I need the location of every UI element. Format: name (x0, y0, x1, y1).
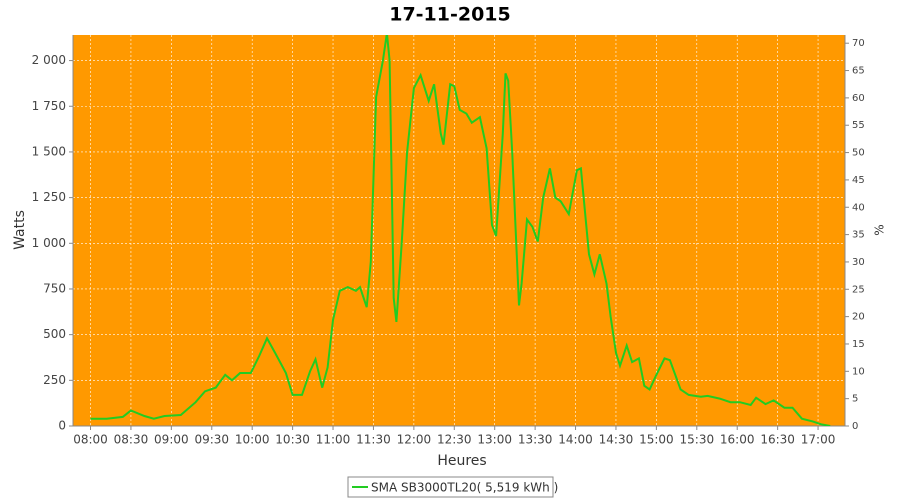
x-tick-label: 16:30 (760, 433, 795, 447)
x-tick-label: 14:00 (558, 433, 593, 447)
y2-tick-label: 70 (852, 38, 865, 49)
y2-tick-label: 30 (852, 257, 865, 268)
chart-title: 17-11-2015 (389, 4, 511, 26)
x-tick-label: 16:00 (720, 433, 755, 447)
y2-tick-label: 55 (852, 120, 865, 131)
y2-tick-label: 40 (852, 202, 865, 213)
y2-tick-label: 15 (852, 339, 865, 350)
y2-axis-label: % (873, 224, 887, 235)
y2-tick-label: 0 (852, 421, 858, 432)
x-tick-label: 11:00 (316, 433, 351, 447)
y2-tick-label: 45 (852, 175, 865, 186)
x-tick-label: 09:00 (154, 433, 189, 447)
x-tick-label: 14:30 (599, 433, 634, 447)
x-tick-label: 11:30 (356, 433, 391, 447)
x-tick-label: 08:00 (73, 433, 108, 447)
y-tick-label: 0 (58, 419, 66, 433)
x-tick-label: 17:00 (801, 433, 836, 447)
y-tick-label: 2 000 (32, 53, 66, 67)
x-axis-label: Heures (437, 453, 486, 469)
y2-tick-label: 5 (852, 394, 858, 405)
y-tick-label: 250 (43, 373, 66, 387)
x-tick-label: 10:30 (275, 433, 310, 447)
plot-area (73, 35, 845, 426)
y-tick-label: 1 250 (32, 190, 66, 204)
data-line (90, 35, 831, 426)
x-tick-label: 13:00 (477, 433, 512, 447)
legend-label: SMA SB3000TL20( 5,519 kWh ) (371, 481, 558, 495)
y2-tick-label: 25 (852, 284, 865, 295)
y-tick-label: 1 500 (32, 144, 66, 158)
y2-tick-label: 35 (852, 230, 865, 241)
x-tick-label: 10:00 (235, 433, 270, 447)
y2-tick-label: 60 (852, 93, 865, 104)
y2-tick-label: 20 (852, 312, 865, 323)
x-tick-label: 13:30 (518, 433, 553, 447)
y2-tick-label: 65 (852, 66, 865, 77)
legend-box (347, 476, 554, 498)
x-tick-label: 08:30 (114, 433, 149, 447)
y-tick-label: 1 750 (32, 99, 66, 113)
y-axis-label: Watts (12, 210, 28, 250)
x-tick-label: 09:30 (194, 433, 229, 447)
y-tick-label: 1 000 (32, 236, 66, 250)
x-tick-label: 15:30 (680, 433, 715, 447)
x-tick-label: 15:00 (639, 433, 674, 447)
x-tick-label: 12:30 (437, 433, 472, 447)
y-tick-label: 750 (43, 281, 66, 295)
x-tick-label: 12:00 (397, 433, 432, 447)
y-tick-label: 500 (43, 327, 66, 341)
y2-tick-label: 10 (852, 366, 865, 377)
y2-tick-label: 50 (852, 148, 865, 159)
